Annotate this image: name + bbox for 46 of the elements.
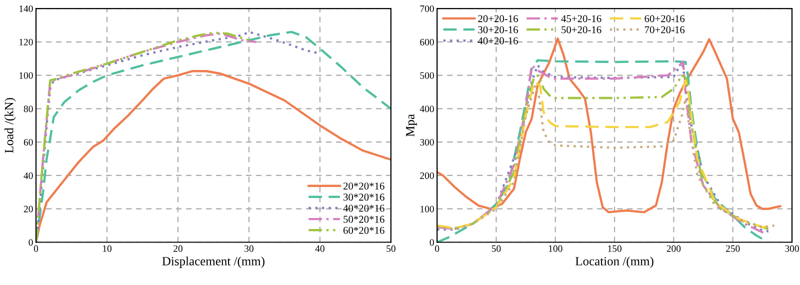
- x-tick-label: 0: [34, 245, 38, 252]
- legend-label: 40+20-16: [478, 37, 518, 44]
- legend-label: 20+20-16: [478, 15, 518, 22]
- legend-label: 50*20*16: [344, 216, 384, 223]
- legend-label: 20*20*16: [343, 182, 384, 190]
- x-tick-label: 40: [315, 245, 324, 252]
- legend-label: 30+20-16: [478, 26, 518, 34]
- x-tick-label: 150: [608, 245, 622, 252]
- x-tick-label: 200: [666, 245, 681, 252]
- x-tick-label: 30: [244, 245, 254, 252]
- y-tick-label: 40: [24, 172, 33, 179]
- y-tick-label: 120: [19, 38, 33, 46]
- line-series: [437, 37, 782, 214]
- legend-label: 50+20-16: [562, 26, 602, 34]
- y-tick-label: 300: [420, 139, 434, 146]
- y-tick-label: 80: [24, 106, 33, 112]
- legend-label: 40*20*16: [343, 204, 384, 212]
- x-tick-label: 300: [785, 245, 799, 252]
- y-tick-label: 400: [420, 106, 434, 112]
- y-axis-title: Mpa: [406, 114, 417, 136]
- y-tick-label: 140: [19, 5, 33, 12]
- x-tick-label: 100: [548, 245, 562, 252]
- x-tick-label: 250: [726, 245, 740, 252]
- y-tick-label: 500: [420, 72, 434, 79]
- x-tick-label: 20: [174, 245, 182, 252]
- x-tick-label: 50: [386, 245, 396, 252]
- legend-label: 70+20-16: [644, 26, 685, 34]
- x-axis-title: Displacement /(mm): [162, 256, 264, 268]
- legend-label: 60+20-16: [644, 15, 685, 22]
- y-tick-label: 200: [420, 172, 434, 179]
- legend-label: 60*20*16: [343, 226, 384, 234]
- y-axis-title: Load /(kN): [4, 98, 16, 153]
- x-tick-label: 0: [435, 245, 440, 252]
- y-tick-label: 700: [420, 5, 434, 12]
- x-tick-label: 10: [102, 245, 112, 252]
- x-tick-label: 50: [492, 245, 501, 252]
- y-tick-label: 100: [420, 206, 434, 212]
- legend-label: 45+20-16: [561, 15, 602, 22]
- y-tick-label: 20: [24, 206, 33, 212]
- y-tick-label: 600: [420, 38, 434, 46]
- y-tick-label: 60: [24, 139, 33, 146]
- y-tick-label: 0: [430, 239, 434, 246]
- y-tick-label: 100: [19, 72, 33, 79]
- y-tick-label: 0: [28, 239, 33, 246]
- x-axis-title: Location /(mm): [575, 256, 654, 268]
- legend-label: 30*20*16: [344, 194, 384, 201]
